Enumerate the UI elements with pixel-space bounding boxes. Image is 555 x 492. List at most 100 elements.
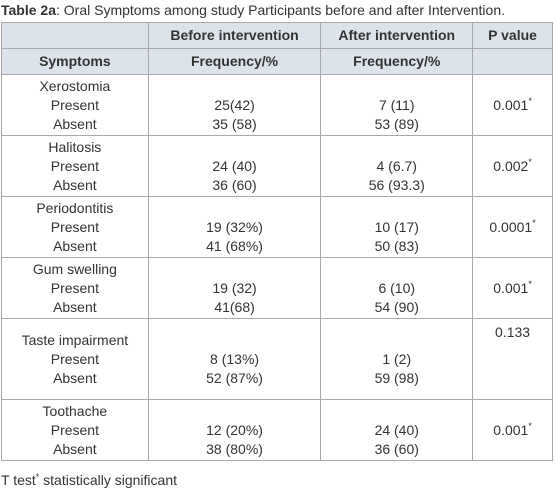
symptom-cell: Toothache Present Absent bbox=[1, 399, 149, 461]
header-cell bbox=[1, 22, 149, 49]
spacer bbox=[321, 331, 472, 350]
p-value-mark: * bbox=[528, 156, 532, 167]
spacer bbox=[149, 199, 321, 218]
p-value: 0.133 bbox=[495, 324, 531, 340]
after-cell: 7 (11) 53 (89) bbox=[320, 74, 474, 136]
after-cell: 4 (6.7) 56 (93.3) bbox=[320, 135, 474, 197]
header-row: Symptoms Frequency/% Frequency/% bbox=[1, 48, 553, 75]
footnote-mark: * bbox=[35, 472, 40, 482]
after-value: 10 (17) bbox=[374, 218, 419, 235]
spacer bbox=[321, 402, 472, 421]
symptom-cell: Halitosis Present Absent bbox=[1, 135, 149, 197]
spacer bbox=[149, 77, 321, 96]
before-cell: 8 (13%) 52 (87%) bbox=[147, 318, 322, 400]
after-value: 53 (89) bbox=[374, 115, 419, 132]
before-value: 35 (58) bbox=[212, 115, 257, 132]
after-value: 4 (6.7) bbox=[376, 157, 417, 174]
p-value-cell: 0.001* bbox=[472, 257, 553, 319]
header-cell: After intervention bbox=[320, 22, 474, 49]
symptom-cell: Taste impairment Present Absent bbox=[1, 318, 149, 400]
before-value: 25(42) bbox=[214, 96, 255, 113]
present-label: Present bbox=[50, 350, 99, 367]
after-cell: 24 (40) 36 (60) bbox=[320, 399, 474, 461]
header-cell: P value bbox=[472, 22, 553, 49]
footnote-text: T test bbox=[1, 472, 36, 488]
present-label: Present bbox=[50, 421, 99, 438]
spacer bbox=[321, 77, 472, 96]
after-cell: 6 (10) 54 (90) bbox=[320, 257, 474, 319]
p-value-cell: 0.002* bbox=[472, 135, 553, 197]
symptom-cell: Periodontitis Present Absent bbox=[1, 196, 149, 258]
symptom-name: Taste impairment bbox=[21, 331, 129, 348]
group-row: Toothache Present Absent 12 (20%) 38 (80%) … bbox=[1, 399, 553, 461]
footnote-rest: statistically significant bbox=[39, 472, 177, 488]
header-row: Before intervention After intervention P… bbox=[1, 22, 553, 49]
before-value: 41 (68%) bbox=[206, 237, 263, 254]
before-value: 24 (40) bbox=[212, 157, 257, 174]
before-cell: 19 (32) 41(68) bbox=[147, 257, 322, 319]
spacer bbox=[321, 199, 472, 218]
caption-text: : Oral Symptoms among study Participants… bbox=[56, 2, 505, 18]
present-label: Present bbox=[50, 96, 99, 113]
after-value: 24 (40) bbox=[374, 421, 419, 438]
before-value: 8 (13%) bbox=[210, 350, 260, 367]
before-value: 52 (87%) bbox=[206, 369, 263, 386]
spacer bbox=[149, 402, 321, 421]
absent-label: Absent bbox=[53, 298, 97, 315]
spacer bbox=[149, 138, 321, 157]
group-row: Periodontitis Present Absent 19 (32%) 41 (6… bbox=[1, 196, 553, 258]
after-cell: 1 (2) 59 (98) bbox=[320, 318, 474, 400]
header-cell: Before intervention bbox=[147, 22, 322, 49]
after-value: 1 (2) bbox=[382, 350, 412, 367]
after-value: 7 (11) bbox=[378, 96, 415, 113]
absent-label: Absent bbox=[53, 115, 97, 132]
symptom-cell: Gum swelling Present Absent bbox=[1, 257, 149, 319]
after-value: 56 (93.3) bbox=[368, 176, 425, 193]
spacer bbox=[321, 138, 472, 157]
before-value: 36 (60) bbox=[212, 176, 257, 193]
before-cell: 12 (20%) 38 (80%) bbox=[147, 399, 322, 461]
p-value-mark: * bbox=[528, 95, 532, 106]
before-value: 19 (32) bbox=[212, 279, 257, 296]
absent-label: Absent bbox=[53, 369, 97, 386]
p-value-mark: * bbox=[528, 420, 532, 431]
symptom-name: Gum swelling bbox=[32, 260, 117, 277]
after-value: 50 (83) bbox=[374, 237, 419, 254]
footnote: T test* statistically significant bbox=[1, 472, 177, 488]
table: Before intervention After intervention P… bbox=[1, 22, 553, 461]
p-value-mark: * bbox=[532, 217, 536, 228]
header-cell: Frequency/% bbox=[320, 48, 474, 75]
before-cell: 19 (32%) 41 (68%) bbox=[147, 196, 322, 258]
symptom-name: Xerostomia bbox=[39, 77, 111, 94]
before-value: 41(68) bbox=[214, 298, 255, 315]
caption: Table 2a: Oral Symptoms among study Part… bbox=[1, 2, 505, 18]
header-cell: Frequency/% bbox=[147, 48, 322, 75]
after-value: 6 (10) bbox=[378, 279, 416, 296]
after-cell: 10 (17) 50 (83) bbox=[320, 196, 474, 258]
absent-label: Absent bbox=[53, 176, 97, 193]
spacer bbox=[321, 260, 472, 279]
p-value: 0.0001 bbox=[489, 218, 533, 235]
after-value: 36 (60) bbox=[374, 440, 419, 457]
p-value-cell: 0.001* bbox=[472, 399, 553, 461]
before-value: 38 (80%) bbox=[206, 440, 263, 457]
p-value: 0.001 bbox=[493, 96, 529, 113]
present-label: Present bbox=[50, 279, 99, 296]
group-row: Gum swelling Present Absent 19 (32) 41(68) … bbox=[1, 257, 553, 319]
p-value-cell: 0.133 bbox=[472, 318, 553, 400]
before-value: 12 (20%) bbox=[206, 421, 263, 438]
symptom-name: Halitosis bbox=[48, 138, 102, 155]
after-value: 54 (90) bbox=[374, 298, 419, 315]
before-value: 19 (32%) bbox=[206, 218, 263, 235]
group-row: Taste impairment Present Absent 8 (13%) 52 … bbox=[1, 318, 553, 400]
present-label: Present bbox=[50, 157, 99, 174]
symptom-cell: Xerostomia Present Absent bbox=[1, 74, 149, 136]
symptom-name: Periodontitis bbox=[36, 199, 114, 216]
table-body: Xerostomia Present Absent 25(42) 35 (58) 7 … bbox=[1, 74, 553, 461]
group-row: Halitosis Present Absent 24 (40) 36 (60) 4 … bbox=[1, 135, 553, 197]
present-label: Present bbox=[50, 218, 99, 235]
p-value: 0.001 bbox=[493, 421, 529, 438]
p-value: 0.001 bbox=[493, 279, 529, 296]
absent-label: Absent bbox=[53, 440, 97, 457]
after-value: 59 (98) bbox=[374, 369, 419, 386]
